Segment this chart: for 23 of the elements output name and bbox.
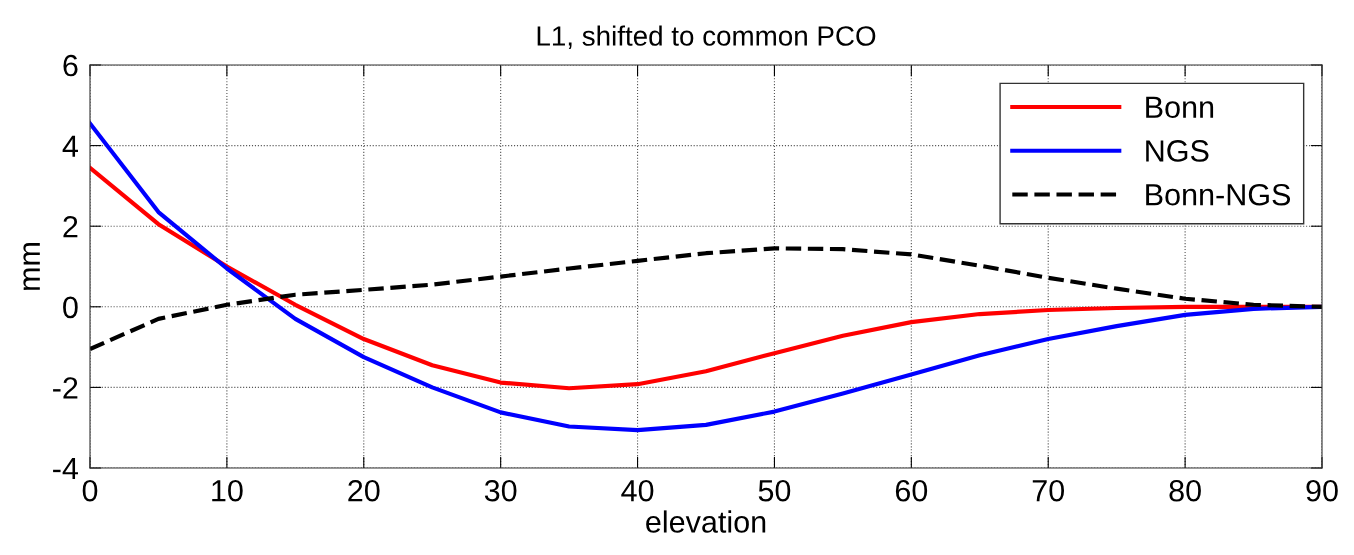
legend-label: Bonn: [1146, 96, 1214, 118]
legend-label: NGS: [1146, 140, 1209, 162]
x-tick-label: 0: [82, 479, 98, 502]
y-tick-label: 4: [62, 135, 78, 157]
chart-title: L1, shifted to common PCO: [537, 25, 876, 50]
line-series: [90, 246, 1322, 352]
x-tick-label: 50: [758, 479, 791, 502]
x-tick-label: 30: [484, 479, 517, 502]
y-tick-label: 6: [63, 54, 78, 77]
x-tick-label: 40: [621, 479, 654, 502]
y-tick-label: -2: [53, 377, 78, 399]
y-axis-title: mm: [23, 243, 40, 290]
x-tick-label: 90: [1306, 479, 1338, 502]
x-tick-label: 80: [1169, 479, 1201, 502]
legend-label: Bonn-NGS: [1146, 183, 1291, 206]
x-tick-label: 20: [348, 479, 380, 502]
y-tick-label: 0: [63, 296, 78, 319]
y-tick-label: 2: [63, 215, 78, 238]
y-tick-label: -4: [53, 458, 78, 480]
x-tick-label: 70: [1032, 479, 1065, 502]
x-axis-title: elevation: [646, 510, 766, 533]
x-tick-label: 10: [212, 479, 243, 502]
x-tick-label: 60: [895, 479, 928, 502]
